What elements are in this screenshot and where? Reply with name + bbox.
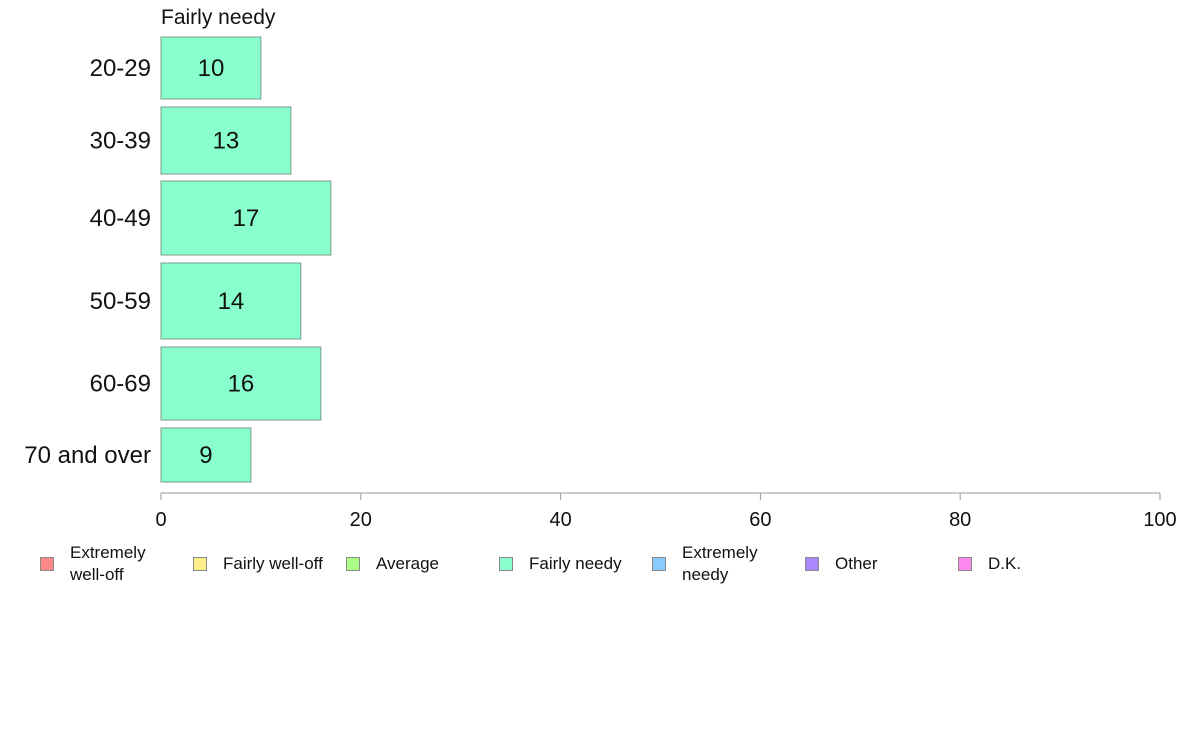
legend-swatch — [193, 557, 207, 571]
bar-50-59 — [160, 262, 302, 340]
legend-swatch — [346, 557, 360, 571]
legend-swatch — [40, 557, 54, 571]
x-tick-label: 60 — [749, 509, 771, 531]
legend-item: Average — [346, 540, 439, 588]
legend-swatch — [805, 557, 819, 571]
bar-value-label: 16 — [228, 371, 255, 398]
x-axis: 0 20 40 60 80 100 — [155, 492, 1177, 531]
bars-group: 10 20-29 13 30-39 17 40-49 14 50-59 16 60-69 9 70 a… — [24, 36, 332, 483]
bar-value-label: 10 — [198, 55, 225, 82]
x-tick-label: 0 — [155, 509, 166, 531]
category-label: 40-49 — [90, 205, 151, 232]
legend-label: Other — [835, 554, 878, 573]
bar-20-29 — [160, 36, 262, 100]
x-tick-label: 40 — [549, 509, 571, 531]
bar-value-label: 13 — [213, 128, 240, 155]
x-tick-label: 100 — [1143, 509, 1176, 531]
bar-value-label: 17 — [233, 205, 260, 232]
legend-swatch — [958, 557, 972, 571]
x-tick-label: 80 — [949, 509, 971, 531]
category-label: 60-69 — [90, 371, 151, 398]
legend-swatch — [652, 557, 666, 571]
bar-60-69 — [160, 346, 322, 421]
legend-item: Other — [805, 540, 878, 588]
legend-label: D.K. — [988, 554, 1022, 573]
legend-label: Extremely needy — [682, 543, 758, 584]
legend-item: D.K. — [958, 540, 1021, 588]
category-label: 20-29 — [90, 55, 151, 82]
bar-value-label: 9 — [199, 442, 212, 469]
legend-label: Average — [376, 554, 440, 573]
legend-item: Extremely needy — [652, 540, 758, 588]
bar-30-39 — [160, 106, 292, 175]
legend-item: Extremely well-off — [40, 540, 146, 588]
bar-chart: Fairly needy 10 20-29 13 30-39 17 40-49 14 50-5… — [24, 6, 1177, 531]
legend-swatch — [499, 557, 513, 571]
legend-item: Fairly well-off — [193, 540, 323, 588]
legend: Extremely well-off Fairly well-off Average… — [0, 540, 1188, 590]
category-label: 30-39 — [90, 128, 151, 155]
bar-40-49 — [160, 180, 332, 256]
category-label: 70 and over — [24, 442, 151, 469]
bar-70-and-over — [160, 427, 252, 483]
legend-label: Fairly needy — [529, 554, 622, 573]
legend-item: Fairly needy — [499, 540, 622, 588]
x-tick-label: 20 — [350, 509, 372, 531]
category-label: 50-59 — [90, 288, 151, 315]
legend-label: Extremely well-off — [70, 543, 146, 584]
bar-value-label: 14 — [218, 288, 245, 315]
chart-title: Fairly needy — [161, 6, 276, 29]
legend-label: Fairly well-off — [223, 554, 323, 573]
